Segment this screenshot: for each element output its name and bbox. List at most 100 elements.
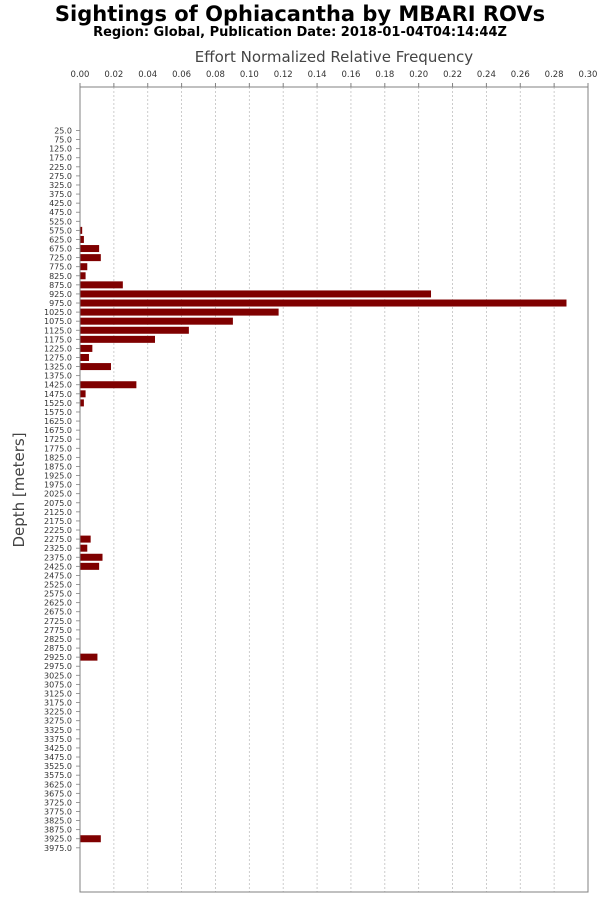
y-tick-label: 575.0	[49, 226, 72, 235]
y-tick-label: 1875.0	[44, 462, 72, 471]
x-tick-label: 0.20	[409, 70, 428, 80]
y-tick-label: 525.0	[49, 217, 72, 226]
bar	[80, 835, 101, 843]
y-tick-label: 425.0	[49, 199, 72, 208]
y-tick-label: 725.0	[49, 254, 72, 263]
x-tick-label: 0.28	[545, 70, 564, 80]
y-tick-label: 3475.0	[44, 753, 72, 762]
bar	[80, 381, 137, 389]
y-tick-label: 975.0	[49, 299, 72, 308]
y-tick-label: 1175.0	[44, 335, 72, 344]
y-tick-label: 3625.0	[44, 780, 72, 789]
y-tick-label: 1675.0	[44, 426, 72, 435]
y-tick-label: 1425.0	[44, 381, 72, 390]
y-tick-label: 125.0	[49, 145, 72, 154]
y-tick-label: 875.0	[49, 281, 72, 290]
y-tick-label: 675.0	[49, 245, 72, 254]
y-tick-label: 1925.0	[44, 472, 72, 481]
x-tick-label: 0.30	[579, 70, 598, 80]
x-tick-label: 0.14	[308, 70, 327, 80]
bar	[80, 562, 100, 570]
y-tick-label: 2475.0	[44, 571, 72, 580]
y-tick-label: 175.0	[49, 154, 72, 163]
x-tick-label: 0.12	[274, 70, 293, 80]
x-tick-label: 0.02	[104, 70, 123, 80]
y-tick-label: 1775.0	[44, 444, 72, 453]
x-tick-label: 0.26	[511, 70, 530, 80]
y-tick-label: 1325.0	[44, 363, 72, 372]
y-tick-label: 75.0	[54, 136, 72, 145]
y-tick-label: 2825.0	[44, 635, 72, 644]
y-tick-label: 2225.0	[44, 526, 72, 535]
bar	[80, 354, 89, 361]
bar	[80, 544, 88, 552]
x-tick-label: 0.22	[443, 70, 462, 80]
bar	[80, 308, 279, 316]
x-tick-label: 0.18	[375, 70, 394, 80]
y-tick-label: 1725.0	[44, 435, 72, 444]
bar	[80, 235, 84, 243]
bar	[80, 535, 91, 543]
grid-lines	[113, 87, 555, 892]
bar	[80, 299, 567, 307]
bar	[80, 553, 103, 561]
y-tick-label: 825.0	[49, 272, 72, 281]
x-tick-label: 0.10	[240, 70, 259, 80]
y-tick-label: 3825.0	[44, 817, 72, 826]
y-tick-label: 3525.0	[44, 762, 72, 771]
bar	[80, 254, 101, 262]
bar	[80, 272, 86, 280]
y-tick-label: 3675.0	[44, 789, 72, 798]
y-tick-label: 3125.0	[44, 689, 72, 698]
x-tick-label: 0.16	[341, 70, 360, 80]
y-tick-label: 2975.0	[44, 662, 72, 671]
x-tick-label: 0.00	[71, 70, 90, 80]
y-tick-label: 2925.0	[44, 653, 72, 662]
y-tick-label: 775.0	[49, 263, 72, 272]
y-tick-label: 925.0	[49, 290, 72, 299]
y-tick-label: 3175.0	[44, 699, 72, 708]
y-tick-label: 2175.0	[44, 517, 72, 526]
y-tick-label: 3975.0	[44, 844, 72, 853]
bar	[80, 317, 233, 325]
bar	[80, 335, 156, 343]
y-tick-label: 2275.0	[44, 535, 72, 544]
y-tick-label: 2625.0	[44, 599, 72, 608]
x-tick-label: 0.24	[477, 70, 496, 80]
y-tick-label: 2425.0	[44, 562, 72, 571]
y-tick-label: 3925.0	[44, 835, 72, 844]
y-tick-label: 3725.0	[44, 798, 72, 807]
bars	[80, 226, 567, 843]
y-tick-label: 1125.0	[44, 326, 72, 335]
x-axis-label: Effort Normalized Relative Frequency	[195, 48, 474, 66]
y-tick-label: 2775.0	[44, 626, 72, 635]
bar	[80, 363, 111, 371]
chart-subtitle: Region: Global, Publication Date: 2018-0…	[93, 25, 507, 40]
y-tick-label: 1575.0	[44, 408, 72, 417]
bar	[80, 326, 189, 334]
y-tick-label: 2725.0	[44, 617, 72, 626]
x-tick-label: 0.08	[206, 70, 225, 80]
bar	[80, 226, 83, 234]
plot-area	[79, 86, 589, 893]
bar	[80, 399, 84, 407]
y-tick-label: 3775.0	[44, 808, 72, 817]
bar	[80, 281, 123, 289]
y-tick-label: 1475.0	[44, 390, 72, 399]
y-tick-label: 2375.0	[44, 553, 72, 562]
y-tick-label: 2025.0	[44, 490, 72, 499]
y-tick-label: 3325.0	[44, 726, 72, 735]
bar	[80, 245, 100, 253]
y-tick-label: 3225.0	[44, 708, 72, 717]
y-tick-label: 1075.0	[44, 317, 72, 326]
y-tick-label: 1975.0	[44, 481, 72, 490]
x-axis-ticks: 0.00 0.02 0.04 0.06 0.08 0.10 0.12 0.14 0.16 0.18…	[71, 70, 598, 87]
y-tick-label: 225.0	[49, 163, 72, 172]
bar	[80, 290, 432, 298]
x-tick-label: 0.06	[172, 70, 191, 80]
chart-title: Sightings of Ophiacantha by MBARI ROVs	[54, 2, 546, 26]
y-tick-label: 2875.0	[44, 644, 72, 653]
x-tick-label: 0.04	[138, 70, 157, 80]
y-tick-label: 3375.0	[44, 735, 72, 744]
